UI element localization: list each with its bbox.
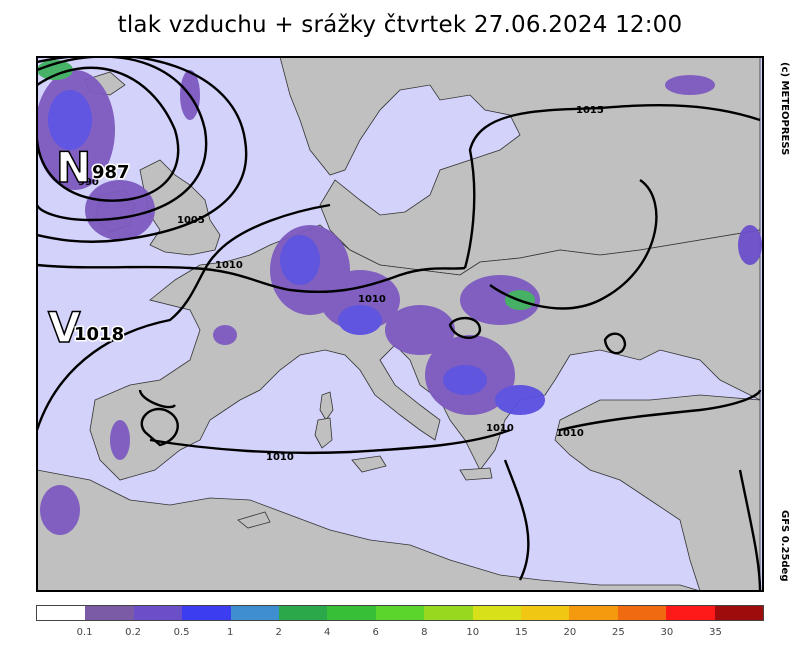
precip-legend-ticks: 0.1 0.2 0.5 1 2 4 6 8 10 15 20 25 30 35 (36, 627, 764, 641)
legend-swatch (133, 606, 183, 620)
isobar-label: 1005 (177, 215, 205, 226)
legend-swatch (230, 606, 280, 620)
low-pressure-value: 987 (92, 162, 130, 183)
legend-swatch (85, 606, 134, 620)
legend-swatch (279, 606, 328, 620)
legend-tick-label: 0.1 (76, 627, 93, 638)
legend-swatch (714, 606, 764, 620)
isobar-label: 1015 (576, 105, 604, 116)
legend-tick-label: 20 (563, 627, 577, 638)
high-pressure-symbol: V (48, 303, 81, 352)
legend-tick-label: 25 (612, 627, 625, 638)
isobar-label: 1010 (215, 260, 243, 271)
copyright-label: (c) METEOPRESS (779, 62, 790, 156)
legend-tick-label: 2 (275, 627, 282, 638)
legend-swatch (472, 606, 522, 620)
isobar-label: 1010 (486, 423, 514, 434)
legend-swatch (521, 606, 570, 620)
legend-swatch (327, 606, 376, 620)
legend-swatch (617, 606, 667, 620)
high-pressure-value: 1018 (74, 324, 124, 345)
isobars (37, 57, 762, 591)
legend-tick-label: 4 (324, 627, 331, 638)
isobar-label: 1010 (266, 452, 294, 463)
legend-swatch (182, 606, 231, 620)
isobar-label: 990 (78, 177, 99, 188)
legend-swatch (375, 606, 425, 620)
legend-tick-label: 0.5 (173, 627, 190, 638)
legend-tick-label: 8 (421, 627, 428, 638)
model-label: GFS 0.25deg (779, 510, 790, 582)
legend-swatch (37, 606, 86, 620)
legend-tick-label: 30 (660, 627, 674, 638)
isobar-label: 1010 (358, 294, 386, 305)
legend-tick-label: 15 (514, 627, 528, 638)
legend-swatch (569, 606, 618, 620)
legend-tick-label: 0.2 (125, 627, 142, 638)
precip-legend-bar (36, 605, 764, 621)
isobar-labels: 1015 990 1005 1010 1010 1010 1010 1010 (78, 105, 604, 463)
legend-tick-label: 1 (226, 627, 234, 638)
legend-tick-label: 35 (709, 627, 722, 638)
low-pressure-center: N 987 (55, 142, 131, 193)
isobar-label: 1010 (556, 428, 584, 439)
map-frame (36, 56, 764, 592)
high-pressure-center: V 1018 (47, 302, 125, 353)
legend-tick-label: 6 (372, 627, 379, 638)
low-pressure-symbol: N (56, 143, 91, 192)
map-title: tlak vzduchu + srážky čtvrtek 27.06.2024… (117, 12, 683, 38)
legend-swatch (424, 606, 473, 620)
legend-tick-label: 10 (466, 627, 480, 638)
legend-swatch (666, 606, 715, 620)
